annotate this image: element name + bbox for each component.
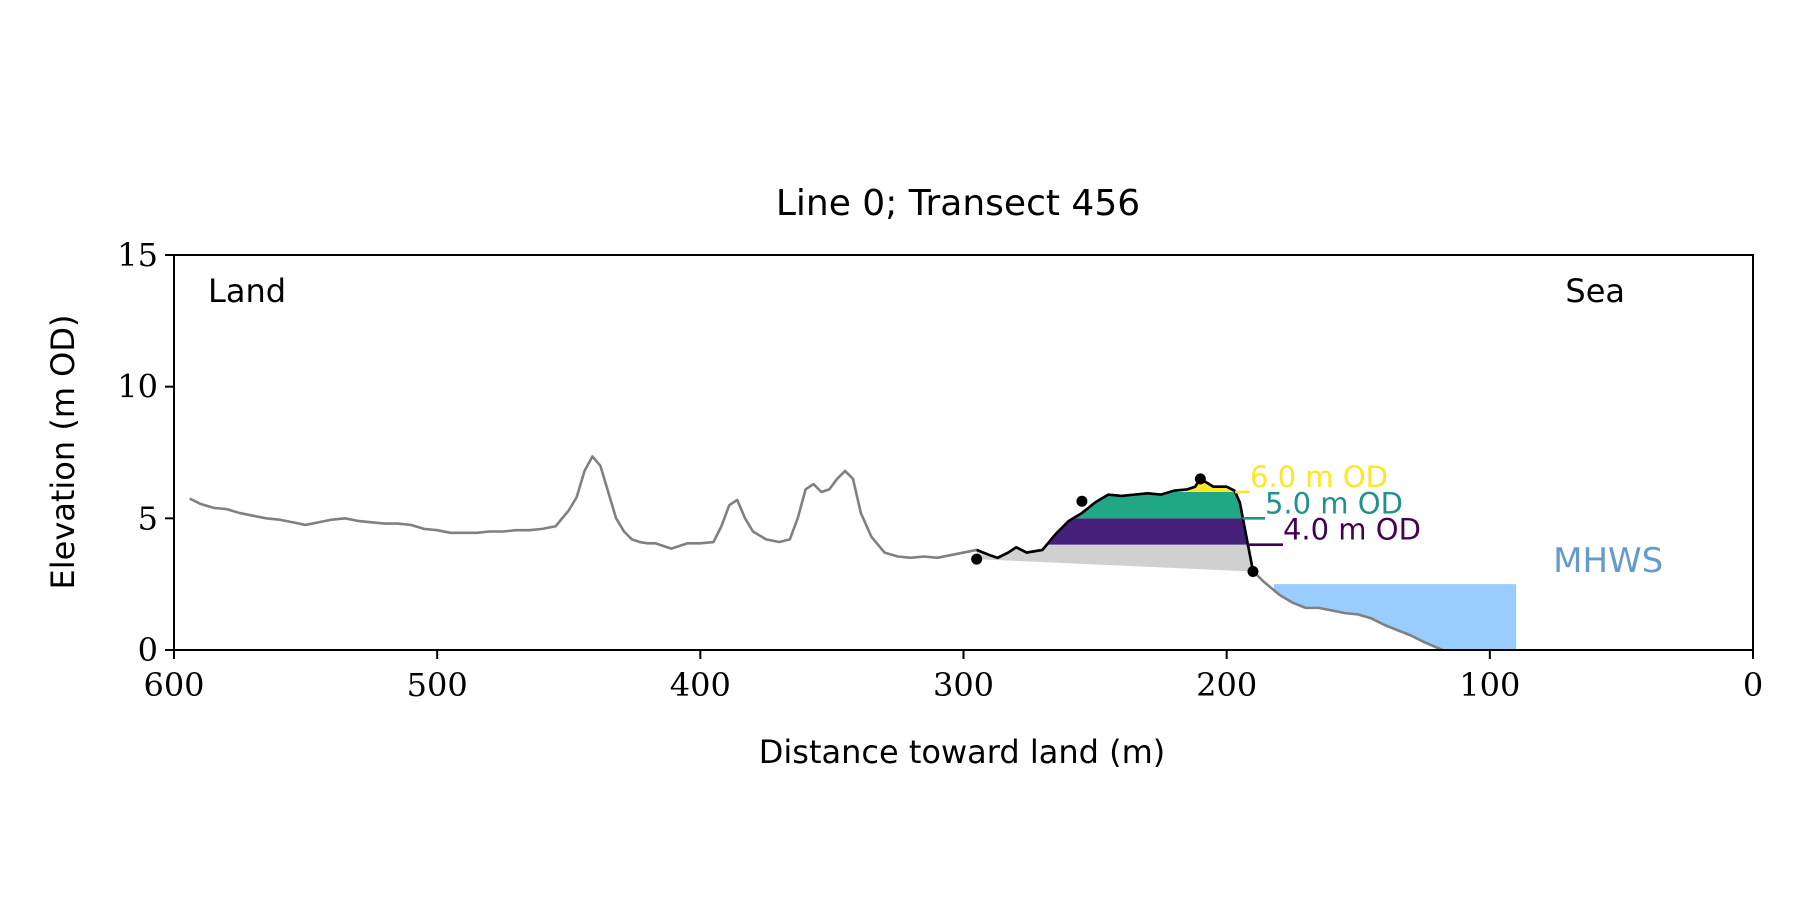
dune-profile-line: [976, 477, 1255, 572]
x-axis-label: Distance toward land (m): [759, 733, 1165, 771]
x-tick-label: 300: [933, 666, 994, 704]
mhws-label: MHWS: [1553, 541, 1663, 581]
mhws-water-area: [1274, 584, 1517, 650]
corner-label-sea: Sea: [1565, 272, 1625, 310]
corner-label-land: Land: [208, 272, 286, 310]
key-point: [1076, 495, 1088, 507]
level-label: 5.0 m OD: [1265, 486, 1403, 520]
axes: 600 500 400 300 200 100 0 0 5 10 15: [117, 236, 1763, 704]
x-tick-label: 200: [1196, 666, 1257, 704]
level-fill-6-0-m-od: [976, 478, 1253, 492]
plot-area: 4.0 m OD5.0 m OD6.0 m OD MHWS: [189, 455, 1663, 652]
x-tick-label: 400: [670, 666, 731, 704]
y-tick-label: 0: [138, 631, 158, 669]
x-tick-label: 0: [1743, 666, 1763, 704]
chart-title: Line 0; Transect 456: [776, 183, 1140, 224]
y-axis-label: Elevation (m OD): [44, 315, 82, 590]
key-point: [1247, 566, 1259, 578]
level-label: 4.0 m OD: [1283, 513, 1421, 547]
y-tick-label: 10: [117, 368, 158, 406]
x-tick-label: 100: [1459, 666, 1520, 704]
y-tick-label: 15: [117, 236, 158, 274]
key-point: [1194, 473, 1206, 485]
key-point: [971, 553, 983, 565]
x-tick-label: 600: [143, 666, 204, 704]
below-level-fill: [976, 544, 1253, 572]
level-label: 6.0 m OD: [1250, 460, 1388, 494]
level-fill-5-0-m-od: [976, 492, 1253, 519]
y-tick-label: 5: [138, 499, 158, 537]
x-tick-label: 500: [407, 666, 468, 704]
level-fill-4-0-m-od: [976, 518, 1253, 545]
